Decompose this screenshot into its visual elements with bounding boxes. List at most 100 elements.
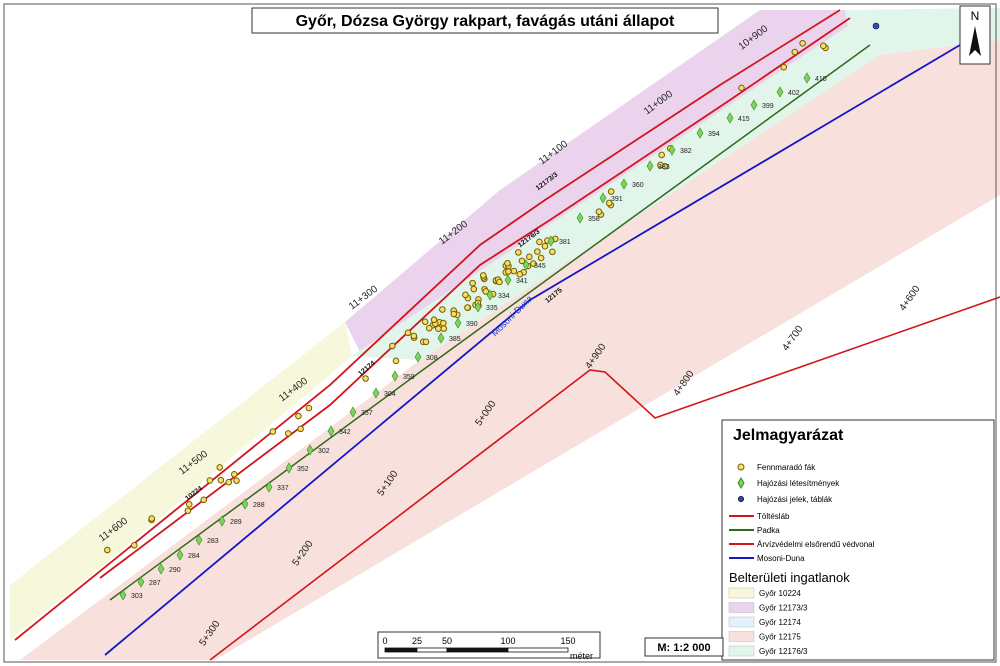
tree [430,316,438,324]
legend-swatch [728,645,755,657]
legend-sign [738,496,744,502]
tree [462,291,469,299]
tree [425,324,433,332]
scale-tick: 100 [500,636,515,646]
tree [780,63,788,71]
station-marker [285,462,293,474]
station-marker [803,72,811,84]
navigation-sign [872,22,880,30]
legend-label: Töltésláb [757,512,790,521]
station-marker [241,498,249,510]
station-label: 308 [426,355,438,362]
tree [510,267,518,275]
flood-defence-line [209,296,1000,661]
tree [404,329,412,337]
tree [225,478,233,486]
tree [217,476,225,484]
legend-label: Győr 12174 [759,618,801,627]
tree [185,501,193,508]
tree [392,357,400,365]
legend-label: Hajózási jelek, táblák [757,495,833,504]
station-label: 342 [339,429,351,436]
station-marker [176,549,184,561]
legend-swatch [728,602,755,613]
station-label: 360 [632,182,644,189]
tree [130,541,138,549]
levee-foot [99,17,851,579]
station-label: 334 [498,293,510,300]
tree [230,470,238,478]
tree [496,278,503,286]
tree [103,546,111,554]
tree [658,151,665,159]
legend-swatch [728,587,755,599]
station-label: 410 [815,76,827,83]
tree [657,161,664,169]
scale-ratio: M: 1:2 000 [657,642,710,654]
station-label: 359 [403,374,415,381]
tree [362,375,369,382]
tree [233,477,240,484]
tree [537,254,545,262]
station-label: 391 [611,196,623,203]
tree [269,428,277,435]
station-label: 283 [207,538,219,545]
tree [549,248,556,256]
levee-foot [14,9,841,641]
north-arrow-shape [969,26,981,56]
station-label: 302 [318,448,330,455]
station-label: 399 [762,103,774,110]
station-label: 287 [149,580,161,587]
legend-swatch [728,631,755,642]
legend: Jelmagyarázat Fennmaradó fák Hajózási lét… [721,419,995,661]
scale-unit: méter [570,651,593,661]
station-label: 288 [253,502,265,509]
scale-tick: 50 [442,636,452,646]
station-label: 402 [788,90,800,97]
title-box [251,7,719,34]
legend-label: Győr 10224 [759,589,801,598]
tree [482,288,490,295]
station-marker [454,317,462,329]
legend-label: Győr 12173/3 [759,604,808,613]
station-marker [668,144,676,156]
station-marker [327,425,335,437]
station-marker [218,515,226,527]
tree [422,338,430,346]
station-marker [504,274,512,286]
scale-segment [446,647,509,653]
station-label: 352 [297,466,309,473]
legend-title: Jelmagyarázat [733,427,844,444]
trees [103,40,829,554]
map-frame [3,3,997,663]
station-marker [137,576,145,588]
station-label: 341 [516,278,528,285]
scale-frame [377,631,601,659]
tree [479,272,487,279]
scale-segment [416,647,448,653]
station-label: 335 [486,305,498,312]
station-marker [486,289,494,301]
tree [284,430,292,437]
station-marker [349,406,357,418]
station-label: 385 [449,336,461,343]
station-marker [576,212,584,224]
station-label: 304 [384,391,396,398]
station-label: 303 [131,593,143,600]
tree [470,285,478,293]
station-marker [547,235,555,247]
station-label: 383 [658,164,670,171]
tree [738,84,745,92]
tree [526,253,533,261]
tree [439,306,446,313]
legend-label: Fennmaradó fák [757,463,816,472]
berm [109,44,871,601]
tree [504,259,511,267]
map-title: Győr, Dózsa György rakpart, favágás után… [296,13,675,30]
station-marker [646,160,654,172]
station-marker [414,351,422,363]
tree [536,238,543,246]
station-marker [522,259,530,271]
tree [148,515,156,522]
tree [530,260,537,267]
